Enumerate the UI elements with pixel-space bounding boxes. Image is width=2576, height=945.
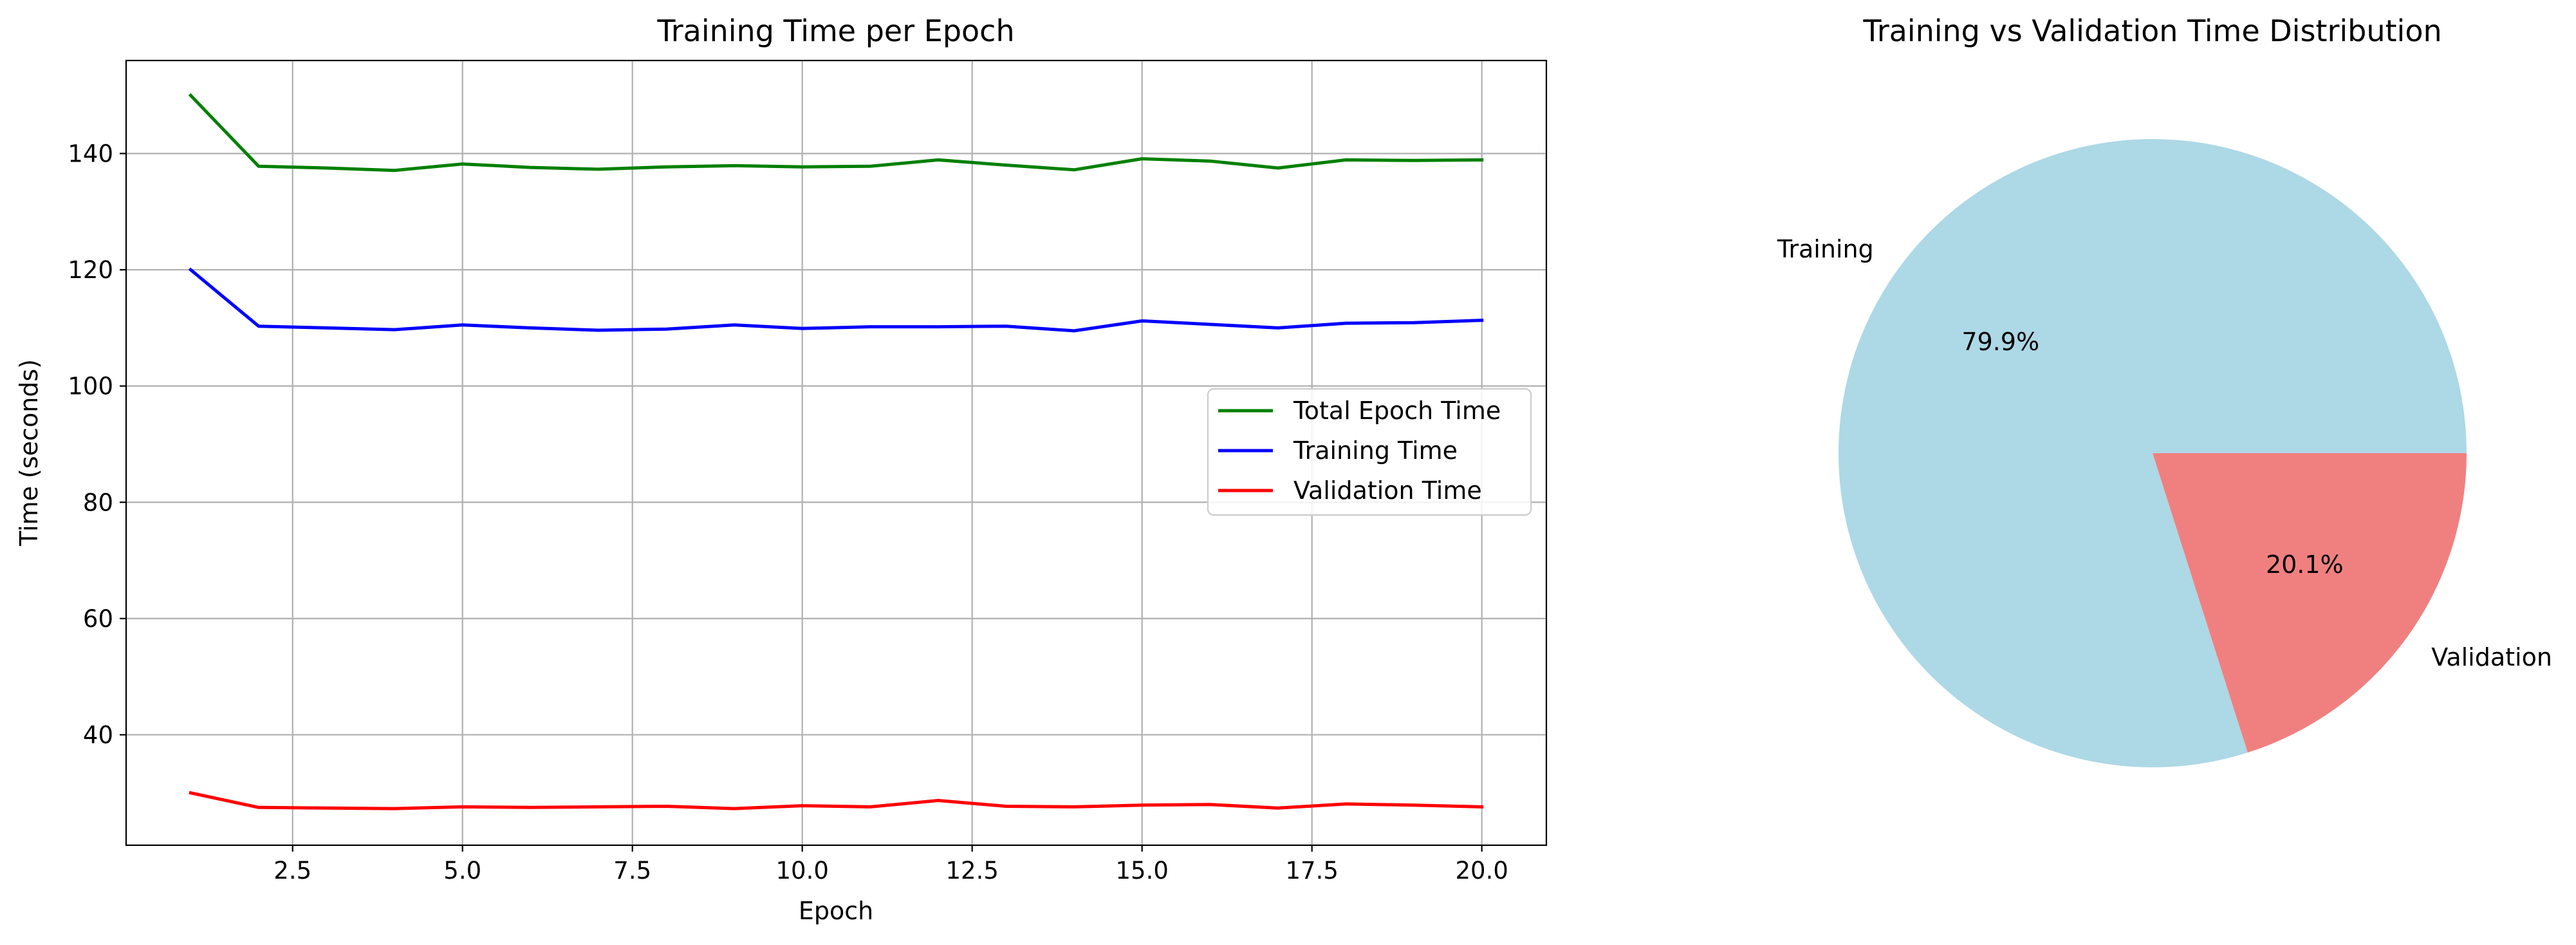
x-tick-label: 20.0 [1455, 857, 1508, 884]
legend-label-validation-time: Validation Time [1293, 476, 1482, 505]
pie-pct-label-training: 79.9% [1961, 328, 2039, 356]
y-tick-label: 120 [68, 256, 113, 284]
legend-label-training-time: Training Time [1293, 436, 1458, 465]
x-tick-label: 7.5 [613, 857, 651, 884]
y-tick-label: 140 [68, 140, 113, 167]
pie-chart: Training vs Validation Time Distribution… [1777, 14, 2552, 767]
x-tick-label: 10.0 [776, 857, 829, 884]
x-axis-label: Epoch [799, 897, 873, 925]
pie-chart-title: Training vs Validation Time Distribution [1862, 14, 2442, 48]
x-tick-label: 15.0 [1115, 857, 1168, 884]
line-chart-series [188, 93, 1484, 810]
x-tick-label: 12.5 [946, 857, 999, 884]
y-tick-label: 100 [68, 373, 113, 400]
y-tick-label: 80 [83, 489, 113, 516]
pie-slices [1839, 138, 2467, 767]
series-line-total-epoch-time [188, 93, 1484, 173]
x-tick-label: 5.0 [443, 857, 481, 884]
series-line-training-time [188, 267, 1484, 333]
pie-slice-training [1839, 138, 2467, 767]
pie-label-training: Training [1777, 235, 1874, 263]
line-chart-plot-frame [125, 59, 1548, 847]
line-chart-legend: Total Epoch Time Training Time Validatio… [1207, 388, 1532, 516]
y-axis-ticks: 40 60 80 100 120 140 [68, 140, 126, 749]
series-line-validation-time [189, 791, 1484, 810]
pie-pct-label-validation: 20.1% [2266, 550, 2344, 579]
x-tick-label: 2.5 [273, 857, 311, 884]
y-tick-label: 40 [83, 721, 113, 749]
pie-label-validation: Validation [2431, 643, 2552, 671]
pie-slice-validation [2153, 453, 2467, 753]
x-axis-ticks: 2.5 5.0 7.5 10.0 12.5 15.0 17.5 20.0 [273, 845, 1508, 884]
y-tick-label: 60 [83, 605, 113, 633]
legend-label-total-epoch-time: Total Epoch Time [1293, 397, 1501, 425]
y-axis-label: Time (seconds) [15, 359, 43, 547]
legend-frame [1207, 388, 1532, 516]
line-chart: Training Time per Epoch 2.5 5.0 7.5 10.0 12.… [15, 14, 1548, 925]
pie-labels: Training 79.9% Validation 20.1% [1777, 235, 2552, 671]
x-tick-label: 17.5 [1285, 857, 1338, 884]
line-chart-title: Training Time per Epoch [656, 14, 1014, 48]
